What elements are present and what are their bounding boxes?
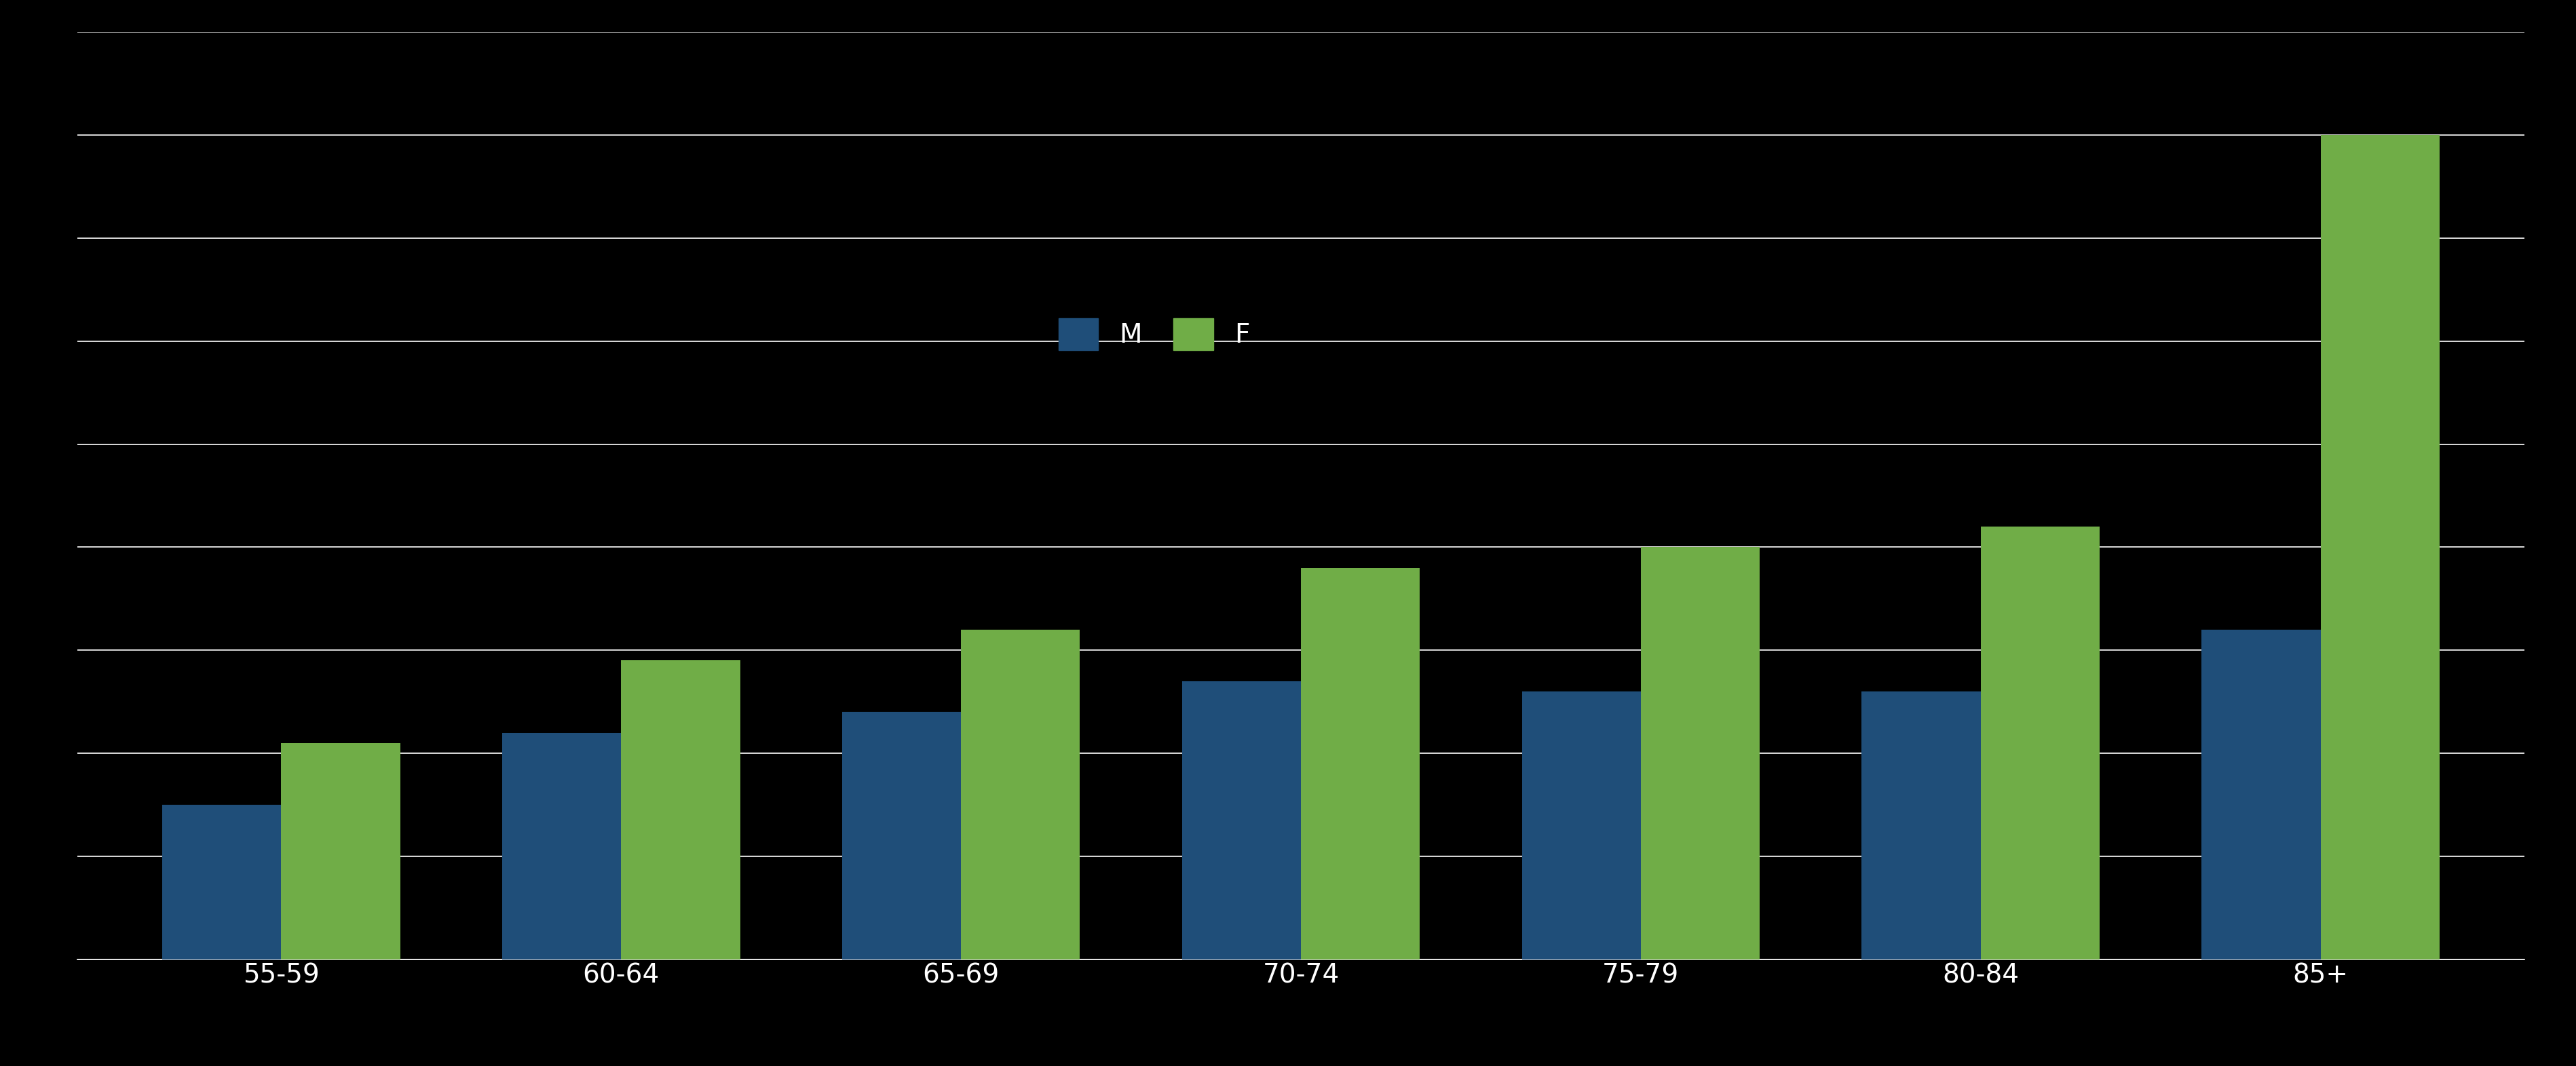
Bar: [1182, 681, 1301, 959]
Bar: [842, 712, 961, 959]
Bar: [961, 630, 1079, 959]
Bar: [1862, 692, 1981, 959]
Bar: [2321, 135, 2439, 959]
Bar: [1301, 568, 1419, 959]
Bar: [162, 805, 281, 959]
Bar: [281, 743, 399, 959]
Bar: [2202, 630, 2321, 959]
Bar: [1641, 547, 1759, 959]
Bar: [1981, 527, 2099, 959]
Bar: [621, 661, 739, 959]
Legend: M, F: M, F: [1046, 305, 1262, 364]
Bar: [502, 732, 621, 959]
Bar: [1522, 692, 1641, 959]
